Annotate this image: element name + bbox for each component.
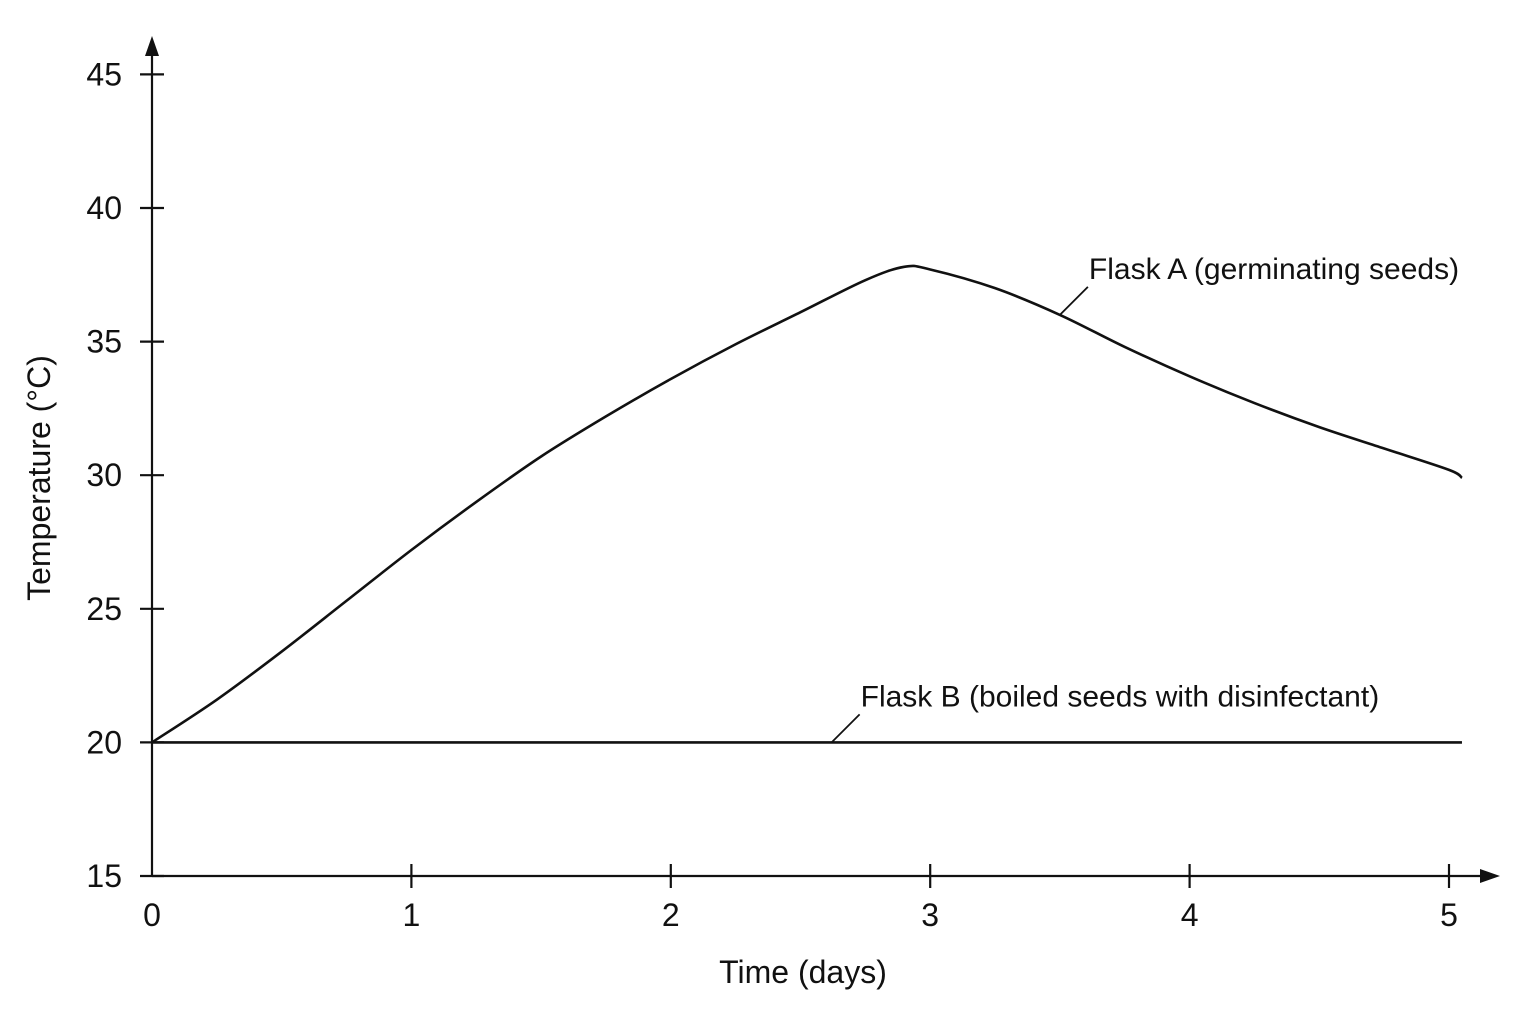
x-tick-label: 1 [403,897,421,933]
y-tick-label: 30 [86,457,122,493]
annotation-flask-a: Flask A (germinating seeds) [1089,253,1459,286]
y-tick-label: 20 [86,724,122,760]
axes [145,36,1500,883]
y-ticks: 15 20 25 30 35 40 45 [86,56,164,894]
annotation-leader-line [1059,286,1089,316]
x-tick-label: 2 [662,897,680,933]
y-axis-title: Temperature (°C) [21,355,57,601]
y-tick-label: 15 [86,858,122,894]
y-tick-label: 25 [86,591,122,627]
x-tick-label: 4 [1181,897,1199,933]
y-tick-label: 35 [86,324,122,360]
series [151,264,1463,744]
x-axis-arrow [1480,869,1500,883]
annotation-leader-line [830,713,861,744]
x-tick-label: 5 [1440,897,1458,933]
y-tick-label: 40 [86,190,122,226]
annotation-flask-b: Flask B (boiled seeds with disinfectant) [861,680,1380,713]
x-ticks: 0 1 2 3 4 5 [143,864,1458,933]
x-tick-label: 0 [143,897,161,933]
x-tick-label: 3 [921,897,939,933]
y-tick-label: 45 [86,56,122,92]
annotations: Flask A (germinating seeds) Flask B (boil… [830,253,1459,744]
series-line-flask-a [151,264,1463,744]
x-axis-title: Time (days) [719,954,887,990]
y-axis-arrow [145,36,159,56]
